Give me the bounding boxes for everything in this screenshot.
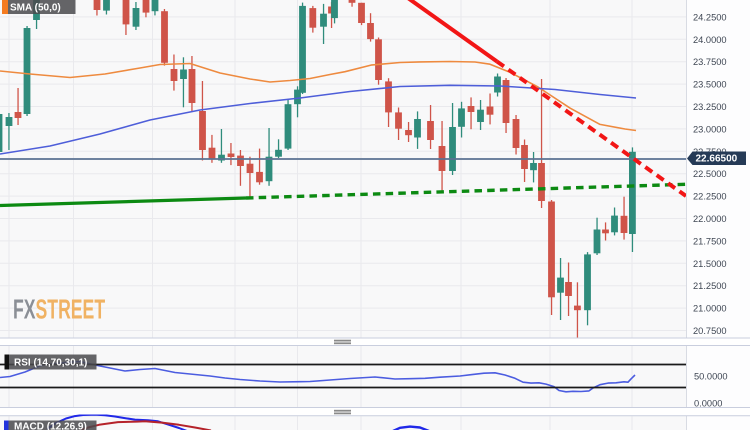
svg-text:23.2500: 23.2500 [693,102,727,112]
svg-text:23.5000: 23.5000 [693,80,727,90]
svg-text:22.5000: 22.5000 [693,169,727,179]
svg-text:24.0000: 24.0000 [693,35,727,45]
svg-text:23.7500: 23.7500 [693,57,727,67]
svg-text:21.0000: 21.0000 [693,304,727,314]
svg-text:22.2500: 22.2500 [693,192,727,202]
svg-text:23.0000: 23.0000 [693,124,727,134]
svg-text:24.2500: 24.2500 [693,12,727,22]
svg-text:21.2500: 21.2500 [693,281,727,291]
svg-text:0.0000: 0.0000 [694,399,722,409]
svg-text:FXSTREET: FXSTREET [13,293,106,324]
svg-text:20.7500: 20.7500 [693,326,727,336]
svg-text:SMA (50,0): SMA (50,0) [10,3,61,14]
svg-text:21.7500: 21.7500 [693,236,727,246]
svg-text:50.0000: 50.0000 [694,372,728,382]
svg-text:22.0000: 22.0000 [693,214,727,224]
svg-text:MACD (12,26,9): MACD (12,26,9) [14,422,87,431]
svg-text:22.66500: 22.66500 [696,154,738,165]
svg-text:21.5000: 21.5000 [693,259,727,269]
svg-text:RSI (14,70,30,1): RSI (14,70,30,1) [14,358,87,369]
